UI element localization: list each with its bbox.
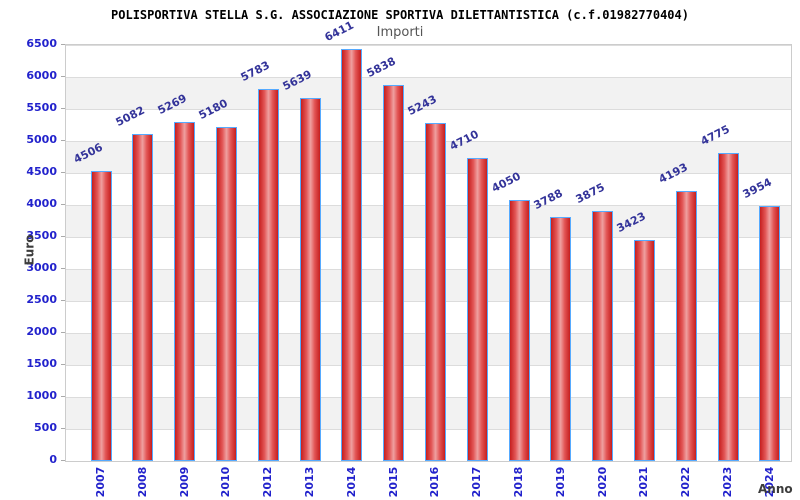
bar	[257, 89, 279, 461]
bar-value-label: 4775	[698, 122, 732, 149]
y-tick-mark	[61, 204, 65, 205]
x-tick-label: 2019	[553, 466, 567, 498]
y-tick-mark	[61, 396, 65, 397]
bar	[174, 122, 196, 461]
y-tick-label: 6500	[26, 37, 57, 50]
y-tick-mark	[61, 364, 65, 365]
bar	[759, 206, 781, 461]
x-tick-label: 2015	[386, 466, 400, 498]
bar-value-label: 5082	[113, 103, 147, 130]
bar	[508, 200, 530, 461]
y-tick-label: 4500	[26, 165, 57, 178]
bar	[424, 123, 446, 461]
bar-value-label: 5180	[197, 96, 231, 123]
bar-value-label: 4710	[447, 127, 482, 154]
y-tick-label: 6000	[26, 69, 57, 82]
bar-value-label: 5243	[406, 92, 440, 119]
y-tick-mark	[61, 428, 65, 429]
y-tick-mark	[61, 44, 65, 45]
x-tick-label: 2021	[636, 466, 650, 498]
bar	[717, 153, 739, 461]
bar	[215, 127, 237, 461]
y-tick-label: 0	[49, 453, 57, 466]
plot-area: 4506 5082 5269 5180 5783 5639 6411 5838 5243 4710…	[65, 19, 792, 462]
x-tick-label: 2010	[218, 466, 232, 498]
bar	[633, 240, 655, 461]
y-tick-mark	[61, 332, 65, 333]
bar	[383, 85, 405, 461]
x-axis-title: Anno	[758, 482, 793, 496]
y-tick-mark	[61, 300, 65, 301]
y-tick-mark	[61, 172, 65, 173]
x-tick-label: 2020	[595, 466, 609, 498]
chart-title: POLISPORTIVA STELLA S.G. ASSOCIAZIONE SP…	[111, 8, 689, 22]
x-tick-label: 2023	[720, 466, 734, 498]
x-tick-label: 2018	[511, 466, 525, 498]
y-tick-mark	[61, 76, 65, 77]
bar-value-label: 4193	[656, 160, 691, 187]
bar	[675, 191, 697, 461]
y-tick-label: 3000	[26, 261, 57, 274]
x-tick-label: 2017	[469, 466, 483, 498]
y-axis-title: Euro	[22, 234, 37, 266]
bar-value-label: 4050	[489, 169, 523, 196]
bar	[299, 98, 321, 461]
y-tick-label: 5500	[26, 101, 57, 114]
legend-importi-label: Importi	[376, 25, 424, 40]
bar	[341, 49, 363, 461]
bar-value-label: 6411	[322, 18, 356, 45]
bar-value-label: 3423	[615, 209, 649, 236]
bar	[550, 217, 572, 461]
bar	[466, 158, 488, 461]
y-tick-label: 5000	[26, 133, 57, 146]
bar-value-label: 5269	[155, 91, 189, 118]
y-tick-mark	[61, 108, 65, 109]
x-tick-label: 2009	[177, 466, 191, 498]
x-tick-label: 2012	[260, 466, 274, 498]
y-tick-label: 1500	[26, 357, 57, 370]
y-tick-label: 2000	[26, 325, 57, 338]
bar	[90, 171, 112, 461]
y-tick-mark	[61, 140, 65, 141]
y-tick-mark	[61, 268, 65, 269]
y-tick-label: 2500	[26, 293, 57, 306]
legend: Importi	[0, 25, 800, 40]
y-tick-label: 3500	[26, 229, 57, 242]
bar	[592, 211, 614, 461]
y-tick-label: 4000	[26, 197, 57, 210]
bar-value-label: 5783	[238, 58, 273, 85]
x-tick-label: 2013	[302, 466, 316, 498]
bar-value-label: 3788	[531, 186, 565, 213]
y-tick-mark	[61, 460, 65, 461]
x-tick-label: 2016	[427, 466, 441, 498]
y-tick-label: 1000	[26, 389, 57, 402]
y-tick-mark	[61, 236, 65, 237]
bar-value-label: 3954	[740, 175, 774, 202]
x-tick-label: 2014	[344, 466, 358, 498]
x-tick-label: 2008	[135, 466, 149, 498]
x-tick-label: 2022	[678, 466, 692, 498]
bar-value-label: 3875	[573, 180, 607, 207]
x-tick-label: 2007	[93, 466, 107, 498]
bar	[132, 134, 154, 461]
y-tick-label: 500	[34, 421, 57, 434]
bar-value-label: 5838	[364, 54, 398, 81]
bar-value-label: 4506	[71, 140, 105, 167]
bar-value-label: 5639	[280, 67, 314, 94]
